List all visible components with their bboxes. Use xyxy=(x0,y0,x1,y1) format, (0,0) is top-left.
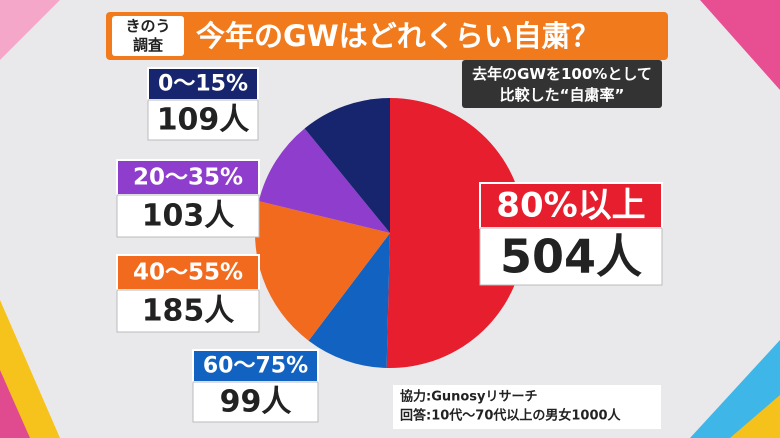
label-body xyxy=(116,194,260,238)
label-body xyxy=(192,381,319,423)
note-box xyxy=(462,60,662,108)
category-label: 0〜15% xyxy=(158,72,248,97)
source: 回答:10代〜70代以上の男女1000人 xyxy=(400,408,622,424)
label-body xyxy=(479,227,663,286)
source-box xyxy=(393,385,661,429)
pie-slice xyxy=(386,98,526,369)
badge-text: 調査 xyxy=(133,36,164,54)
value-label: 99人 xyxy=(220,385,292,420)
category-label: 40〜55% xyxy=(133,260,243,286)
decoration xyxy=(0,0,60,60)
title: 今年のGWはどれくらい自粛？ xyxy=(196,19,600,53)
source: 協力:Gunosyリサーチ xyxy=(400,389,538,405)
decoration xyxy=(0,370,30,438)
category-label: 80%以上 xyxy=(496,186,645,226)
value-label: 504人 xyxy=(500,230,642,284)
pie-slice xyxy=(254,201,390,341)
value-label: 185人 xyxy=(142,294,235,329)
title-bar xyxy=(106,12,668,60)
badge-text: きのう xyxy=(125,17,170,35)
note: 去年のGWを100%として xyxy=(472,65,652,83)
value-label: 109人 xyxy=(157,103,250,138)
label-body xyxy=(116,289,260,333)
pie-slice xyxy=(308,233,390,368)
category-label: 60〜75% xyxy=(203,354,308,379)
decoration xyxy=(690,340,780,438)
decoration xyxy=(730,395,780,438)
label-body xyxy=(147,99,259,141)
category-label: 20〜35% xyxy=(133,165,243,191)
pie-slice xyxy=(304,98,390,233)
pie-slice xyxy=(258,128,390,233)
decoration xyxy=(0,300,60,438)
decoration xyxy=(700,0,780,90)
label-header xyxy=(116,159,260,196)
note: 比較した“自粛率” xyxy=(500,86,625,104)
value-label: 103人 xyxy=(142,199,235,234)
badge xyxy=(112,16,184,56)
